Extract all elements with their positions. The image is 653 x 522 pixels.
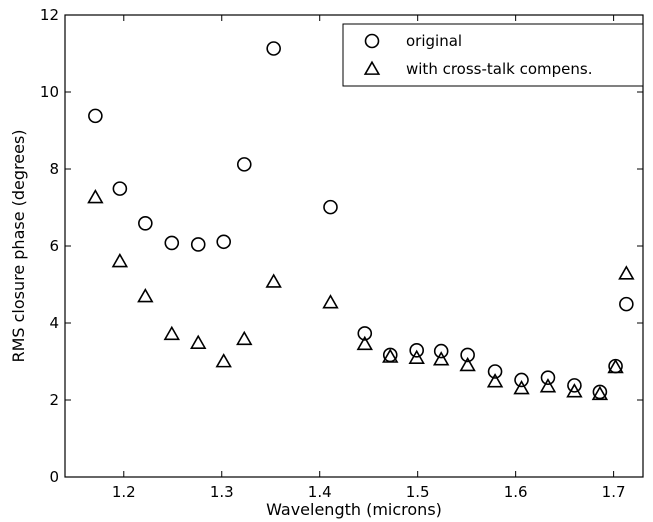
legend-items: original with cross-talk compens. [363, 32, 592, 78]
compensated-data-point [539, 378, 557, 393]
x-tick-label: 1.2 [112, 483, 136, 501]
plot-frame [64, 14, 644, 478]
y-tick-label: 4 [49, 314, 59, 332]
compensated-data-point [111, 252, 129, 268]
y-tick-label: 12 [40, 6, 59, 24]
original-data-point [514, 372, 529, 388]
original-data-point [88, 108, 103, 124]
legend-label: with cross-talk compens. [406, 60, 592, 78]
x-tick-label: 1.5 [406, 483, 430, 501]
y-tick-label: 0 [49, 468, 59, 486]
x-tick-label: 1.6 [504, 483, 528, 501]
y-tick-label: 8 [49, 160, 59, 178]
original-data-point [487, 364, 503, 379]
compensated-data-point [618, 265, 635, 280]
compensated-data-point [265, 273, 282, 288]
legend: original with cross-talk compens. [342, 23, 644, 87]
compensated-data-point [215, 353, 232, 368]
compensated-data-point [432, 351, 450, 366]
compensated-data-point [408, 349, 425, 364]
y-axis-label: RMS closure phase (degrees) [9, 129, 28, 362]
x-tick-label: 1.4 [308, 483, 332, 501]
original-data-point [567, 378, 582, 393]
original-data-point [460, 347, 475, 363]
compensated-data-point [163, 325, 180, 341]
original-data-point [323, 199, 338, 215]
x-tick-label: 1.7 [602, 483, 626, 501]
legend-circle-marker [364, 33, 380, 49]
compensated-data-point [137, 287, 154, 303]
original-data-point [164, 235, 180, 251]
compensated-data-point [236, 330, 253, 346]
compensated-data-point [87, 189, 104, 204]
ticks-layer: 1.2 1.3 1.4 1.5 1.6 1.7 0 2 4 6 8 10 12 [40, 6, 643, 501]
x-axis-label: Wavelength (microns) [266, 500, 442, 519]
original-data-point [236, 157, 252, 172]
compensated-data-point [566, 383, 583, 398]
y-tick-label: 2 [49, 391, 59, 409]
x-tick-label: 1.3 [210, 483, 234, 501]
compensated-data-point [607, 358, 624, 374]
compensated-data-point [486, 373, 504, 388]
legend-box [342, 23, 644, 87]
original-data-point [216, 234, 232, 250]
series-original [88, 41, 634, 400]
original-data-point [138, 215, 153, 231]
original-data-point [409, 343, 424, 358]
series-cross-talk-compensated [87, 189, 635, 401]
original-data-point [190, 237, 206, 252]
y-tick-label: 10 [40, 83, 59, 101]
y-tick-label: 6 [49, 237, 59, 255]
compensated-data-point [382, 348, 399, 363]
compensated-data-point [459, 356, 476, 372]
original-data-point [540, 370, 556, 385]
original-data-point [619, 296, 634, 312]
compensated-data-point [513, 380, 530, 395]
original-data-point [433, 343, 449, 359]
compensated-data-point [591, 385, 609, 401]
legend-entry: original [364, 32, 462, 50]
compensated-data-point [356, 335, 373, 351]
legend-entry: with cross-talk compens. [363, 60, 592, 78]
plot-marks [87, 41, 635, 401]
legend-label: original [406, 32, 462, 50]
compensated-data-point [190, 334, 207, 349]
compensated-data-point [322, 294, 339, 309]
original-data-point [266, 41, 281, 56]
original-data-point [592, 384, 608, 400]
original-data-point [112, 181, 128, 196]
original-data-point [357, 326, 373, 341]
legend-triangle-marker [363, 60, 381, 75]
